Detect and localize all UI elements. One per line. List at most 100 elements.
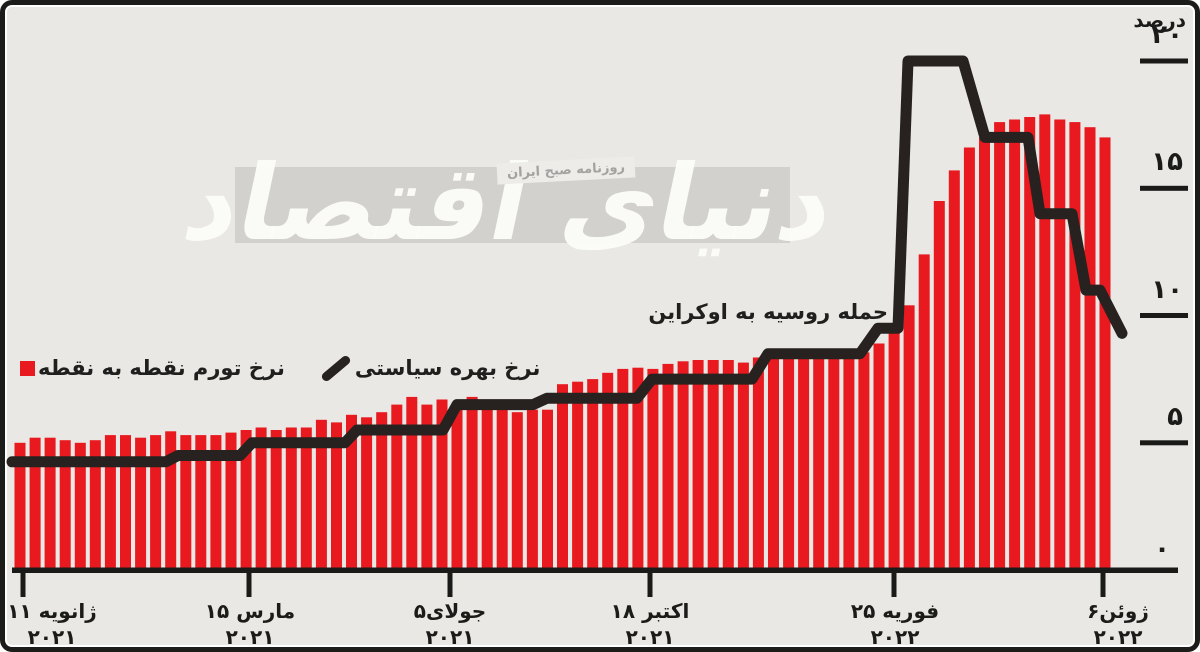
inflation-bar [89,440,101,569]
inflation-bar [1084,127,1096,569]
inflation-bar [587,379,599,569]
x-tick-date: ۱۱ ژانویه [7,599,97,623]
x-tick-label: ۱۵ مارس ۲۰۲۱ [180,598,320,650]
inflation-bar [255,427,267,569]
red-square-icon [20,360,35,376]
inflation-bar [361,417,373,569]
inflation-bar [44,437,56,569]
inflation-bar [692,360,704,569]
inflation-bar [421,404,433,569]
y-tick-mark [1140,58,1188,64]
inflation-bar [451,407,463,569]
legend: نرخ تورم نقطه به نقطه نرخ بهره سیاستی [20,353,541,383]
x-tick-label: ۶ژوئن ۲۰۲۲ [1048,598,1188,650]
inflation-bar [285,427,297,569]
x-tick-date: ۶ژوئن [1087,599,1149,623]
y-tick-label: ۱۵ [1151,147,1183,178]
inflation-bar [768,356,779,569]
inflation-bar [903,305,915,569]
x-tick-year: ۲۰۲۲ [870,625,920,649]
inflation-bar [979,137,990,569]
inflation-bar [677,361,689,569]
legend-item-policy-rate: نرخ بهره سیاستی [317,353,541,383]
policy-rate-line [6,55,1128,468]
y-tick-label: ۲۰ [1151,20,1183,50]
inflation-bar [511,412,523,569]
inflation-bar [933,201,945,569]
x-tick-mark [891,570,897,597]
inflation-bar [135,437,147,569]
inflation-bar [707,360,719,569]
inflation-bar [300,427,312,569]
inflation-bar [104,435,116,569]
inflation-bar [14,442,26,570]
inflation-bar [74,442,86,570]
x-tick-mark [447,570,453,597]
y-tick-label: ۱۰ [1151,274,1183,305]
black-slash-icon [319,353,352,383]
x-tick-mark [246,570,252,597]
y-tick-label: ۰ [1154,534,1170,564]
legend-item-inflation: نرخ تورم نقطه به نقطه [20,356,285,380]
inflation-bar [722,360,734,569]
inflation-bar [873,343,885,569]
inflation-bar [572,381,584,569]
inflation-bar [662,363,674,569]
x-tick-date: ۲۵ فوریه [850,599,940,623]
inflation-bar [888,332,900,569]
y-tick-mark [1140,440,1188,446]
inflation-bar [783,357,795,569]
inflation-bar [29,437,41,569]
inflation-bar [466,396,478,569]
inflation-bar [542,409,553,569]
inflation-bar [1009,119,1021,569]
inflation-bar [1069,122,1081,569]
x-tick-mark [647,570,653,597]
inflation-bar [843,356,855,569]
y-tick-mark [1140,185,1188,191]
x-tick-year: ۲۰۲۱ [425,625,475,649]
inflation-bar [165,431,177,569]
inflation-bar [346,414,357,569]
inflation-bar [526,409,538,569]
x-tick-year: ۲۰۲۱ [625,625,675,649]
inflation-bar [737,362,749,569]
x-tick-label: ۲۵ فوریه ۲۰۲۲ [825,598,965,650]
inflation-bar [752,357,764,569]
annotation-russia-ukraine: حمله روسیه به اوکراین [648,300,888,324]
inflation-bar [391,404,403,569]
inflation-bar [195,435,207,569]
inflation-bar [436,399,448,569]
inflation-bar [481,402,493,569]
inflation-bar [315,419,327,569]
inflation-bar [1099,137,1111,569]
inflation-bar [120,435,131,569]
inflation-bar [150,435,162,569]
x-tick-label: ۱۸ اکتبر ۲۰۲۱ [580,598,720,650]
x-tick-year: ۲۰۲۱ [225,625,275,649]
inflation-bar [858,352,870,569]
legend-policy-rate-label: نرخ بهره سیاستی [354,356,541,380]
x-tick-label: ۵جولای ۲۰۲۱ [380,598,520,650]
inflation-bar [1024,117,1036,569]
inflation-bar [240,430,252,569]
x-tick-year: ۲۰۲۲ [1093,625,1143,649]
y-axis-title: درصد [1133,8,1186,32]
x-tick-date: ۵جولای [413,599,487,623]
inflation-bar [994,122,1006,569]
inflation-bar [828,353,840,569]
inflation-bar [632,367,644,569]
inflation-bar [496,409,508,569]
inflation-bar [1054,119,1066,569]
inflation-bar [813,353,825,569]
inflation-bar [376,412,388,569]
inflation-bar [1039,114,1051,570]
x-tick-year: ۲۰۲۱ [27,625,77,649]
legend-inflation-label: نرخ تورم نقطه به نقطه [38,356,285,380]
inflation-bar [647,368,659,569]
x-tick-mark [20,570,26,597]
x-tick-date: ۱۸ اکتبر [610,599,690,623]
inflation-bar [798,357,810,569]
